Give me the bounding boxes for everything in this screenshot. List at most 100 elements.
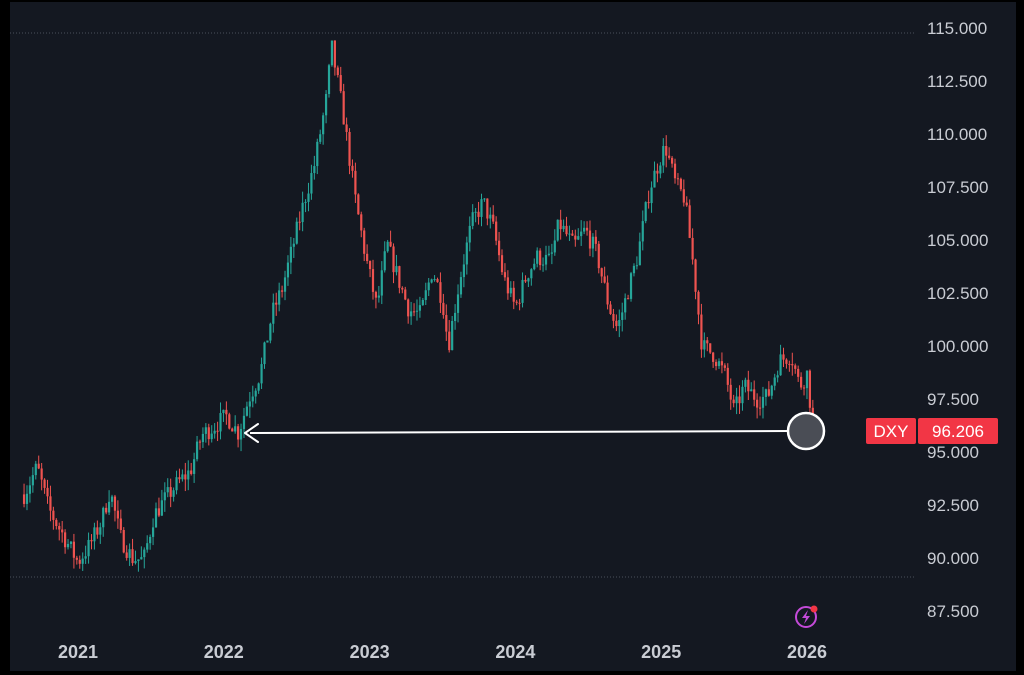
candle-body (310, 173, 313, 194)
candle-body (75, 557, 78, 560)
candle-body (219, 413, 222, 432)
candle-body (626, 298, 630, 300)
candle-body (360, 214, 363, 231)
candle-body (316, 141, 319, 167)
candle-body (697, 291, 700, 315)
candle-body (656, 170, 659, 174)
candle-body (163, 492, 166, 501)
candle-body (295, 221, 298, 244)
candle-body (368, 261, 372, 270)
candle-body (495, 221, 498, 241)
candle-body (615, 320, 618, 327)
candle-body (647, 202, 650, 204)
candle-body (451, 320, 454, 351)
candle-body (550, 252, 553, 254)
candle-body (530, 269, 533, 279)
candle-body (61, 529, 64, 533)
candle-body (720, 361, 724, 366)
candle-body (28, 485, 32, 494)
x-tick-label: 2023 (350, 642, 390, 662)
candle-body (272, 302, 275, 324)
candle-body (591, 236, 595, 249)
candle-body (46, 487, 49, 497)
y-tick-label: 102.500 (927, 284, 988, 303)
chart-panel[interactable] (10, 2, 1016, 671)
y-axis[interactable]: 115.000 112.500 110.000 107.500 105.000 102.5… (927, 19, 988, 621)
candle-body (245, 406, 249, 416)
candle-body (738, 396, 741, 404)
candle-body (55, 519, 58, 527)
candle-body (515, 301, 518, 303)
candle-body (345, 124, 348, 132)
candle-body (802, 387, 806, 389)
candle-body (533, 263, 536, 270)
candle-body (562, 225, 565, 230)
y-tick-label: 97.500 (927, 390, 979, 409)
candle-body (732, 399, 735, 404)
candle-body (357, 194, 360, 215)
candle-body (134, 561, 137, 564)
y-tick-label: 87.500 (927, 602, 979, 621)
symbol-badge[interactable]: DXY (866, 418, 916, 444)
candle-body (330, 40, 334, 66)
candle-body (638, 241, 641, 266)
candle-body (269, 323, 272, 341)
candle-body (717, 361, 721, 367)
x-axis[interactable]: 2021 2022 2023 2024 2025 2026 (58, 642, 827, 662)
candle-body (166, 487, 169, 493)
candle-body (606, 282, 609, 305)
candle-body (122, 529, 125, 553)
candle-body (131, 549, 134, 564)
last-price-badge-bg (918, 418, 998, 444)
candle-body (210, 433, 213, 440)
arrow-shaft (249, 430, 791, 434)
candle-body (474, 211, 477, 213)
candle-body (374, 291, 378, 298)
alert-dot-icon (810, 605, 818, 613)
candle-body (571, 233, 574, 236)
candle-body (544, 254, 548, 265)
candle-body (327, 65, 331, 95)
candle-body (650, 187, 653, 204)
candle-body (788, 363, 791, 365)
candle-body (178, 477, 181, 480)
candle-body (110, 496, 114, 502)
candle-body (418, 305, 422, 311)
candle-body (84, 556, 87, 559)
symbol-badge-bg (866, 418, 916, 444)
candle-body (354, 170, 357, 195)
candle-body (468, 225, 471, 243)
candle-body (339, 75, 342, 92)
candle-body (64, 532, 67, 548)
candle-body (779, 354, 782, 376)
candle-body (415, 310, 419, 312)
candle-body (659, 165, 662, 174)
candle-body (107, 501, 111, 513)
candle-body (685, 202, 688, 206)
candle-body (363, 230, 366, 254)
candle-body (436, 279, 439, 283)
candle-body (767, 389, 770, 396)
candle-body (298, 221, 301, 223)
x-tick-label: 2024 (495, 642, 535, 662)
candle-body (747, 379, 750, 392)
y-tick-label: 100.000 (927, 337, 988, 356)
candle-body (729, 384, 732, 400)
candle-body (744, 379, 747, 387)
candle-body (143, 549, 146, 558)
y-tick-label: 107.500 (927, 178, 988, 197)
candle-body (726, 367, 729, 385)
alert-icon[interactable] (795, 605, 818, 628)
symbol-label: DXY (874, 422, 909, 441)
candle-body (471, 212, 474, 226)
candle-body (386, 241, 389, 252)
alert-icon-ring (795, 606, 817, 628)
candle-body (172, 490, 175, 497)
candle-body (193, 459, 196, 474)
candle-body (676, 178, 680, 180)
candle-body (603, 276, 606, 283)
last-price-badge[interactable]: 96.206 (918, 418, 998, 444)
candle-body (40, 468, 43, 480)
candle-body (137, 559, 140, 562)
